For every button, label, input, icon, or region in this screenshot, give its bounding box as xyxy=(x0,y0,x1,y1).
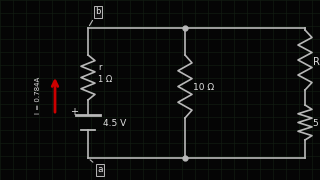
Text: 1 Ω: 1 Ω xyxy=(98,75,112,84)
Text: b: b xyxy=(95,8,101,17)
Text: r: r xyxy=(98,64,101,73)
Text: a: a xyxy=(97,165,103,174)
Text: 10 Ω: 10 Ω xyxy=(193,84,214,93)
Text: 5 Ω: 5 Ω xyxy=(313,120,320,129)
Text: I = 0.784A: I = 0.784A xyxy=(35,76,41,114)
Text: +: + xyxy=(70,107,78,117)
Text: R: R xyxy=(313,57,320,67)
Text: 4.5 V: 4.5 V xyxy=(103,120,126,129)
